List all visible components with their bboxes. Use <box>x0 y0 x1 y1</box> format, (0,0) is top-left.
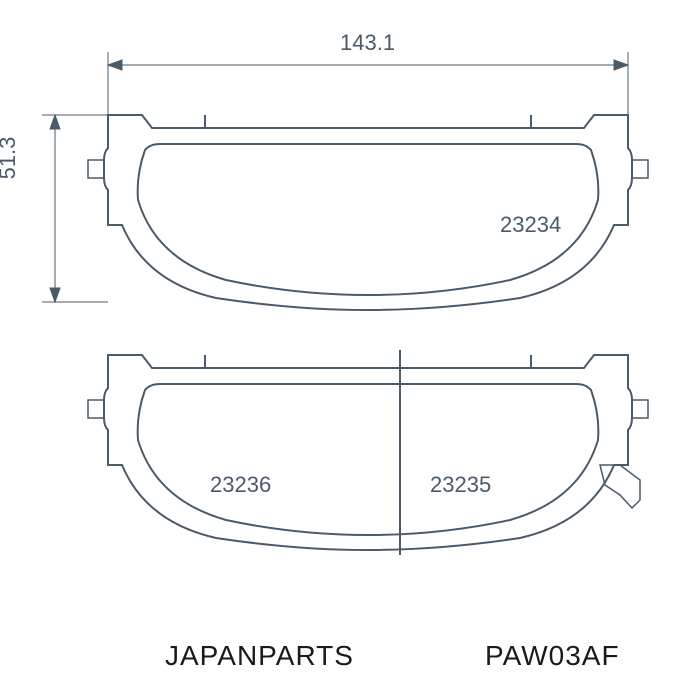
height-dimension <box>42 115 108 302</box>
brake-pad-top <box>88 115 648 310</box>
brake-pad-bottom <box>88 355 648 550</box>
diagram-canvas: 143.1 51.3 23234 23236 23235 JAPANPARTS … <box>0 0 700 700</box>
part-number: PAW03AF <box>485 640 620 672</box>
height-value: 51.3 <box>0 118 21 198</box>
brand-name: JAPANPARTS <box>165 640 354 672</box>
pad-bottom-right-label: 23235 <box>430 472 491 498</box>
pad-top-label: 23234 <box>500 212 561 238</box>
width-value: 143.1 <box>340 30 395 56</box>
brake-pad-drawing <box>0 0 700 700</box>
pad-bottom-left-label: 23236 <box>210 472 271 498</box>
width-dimension <box>108 52 628 115</box>
